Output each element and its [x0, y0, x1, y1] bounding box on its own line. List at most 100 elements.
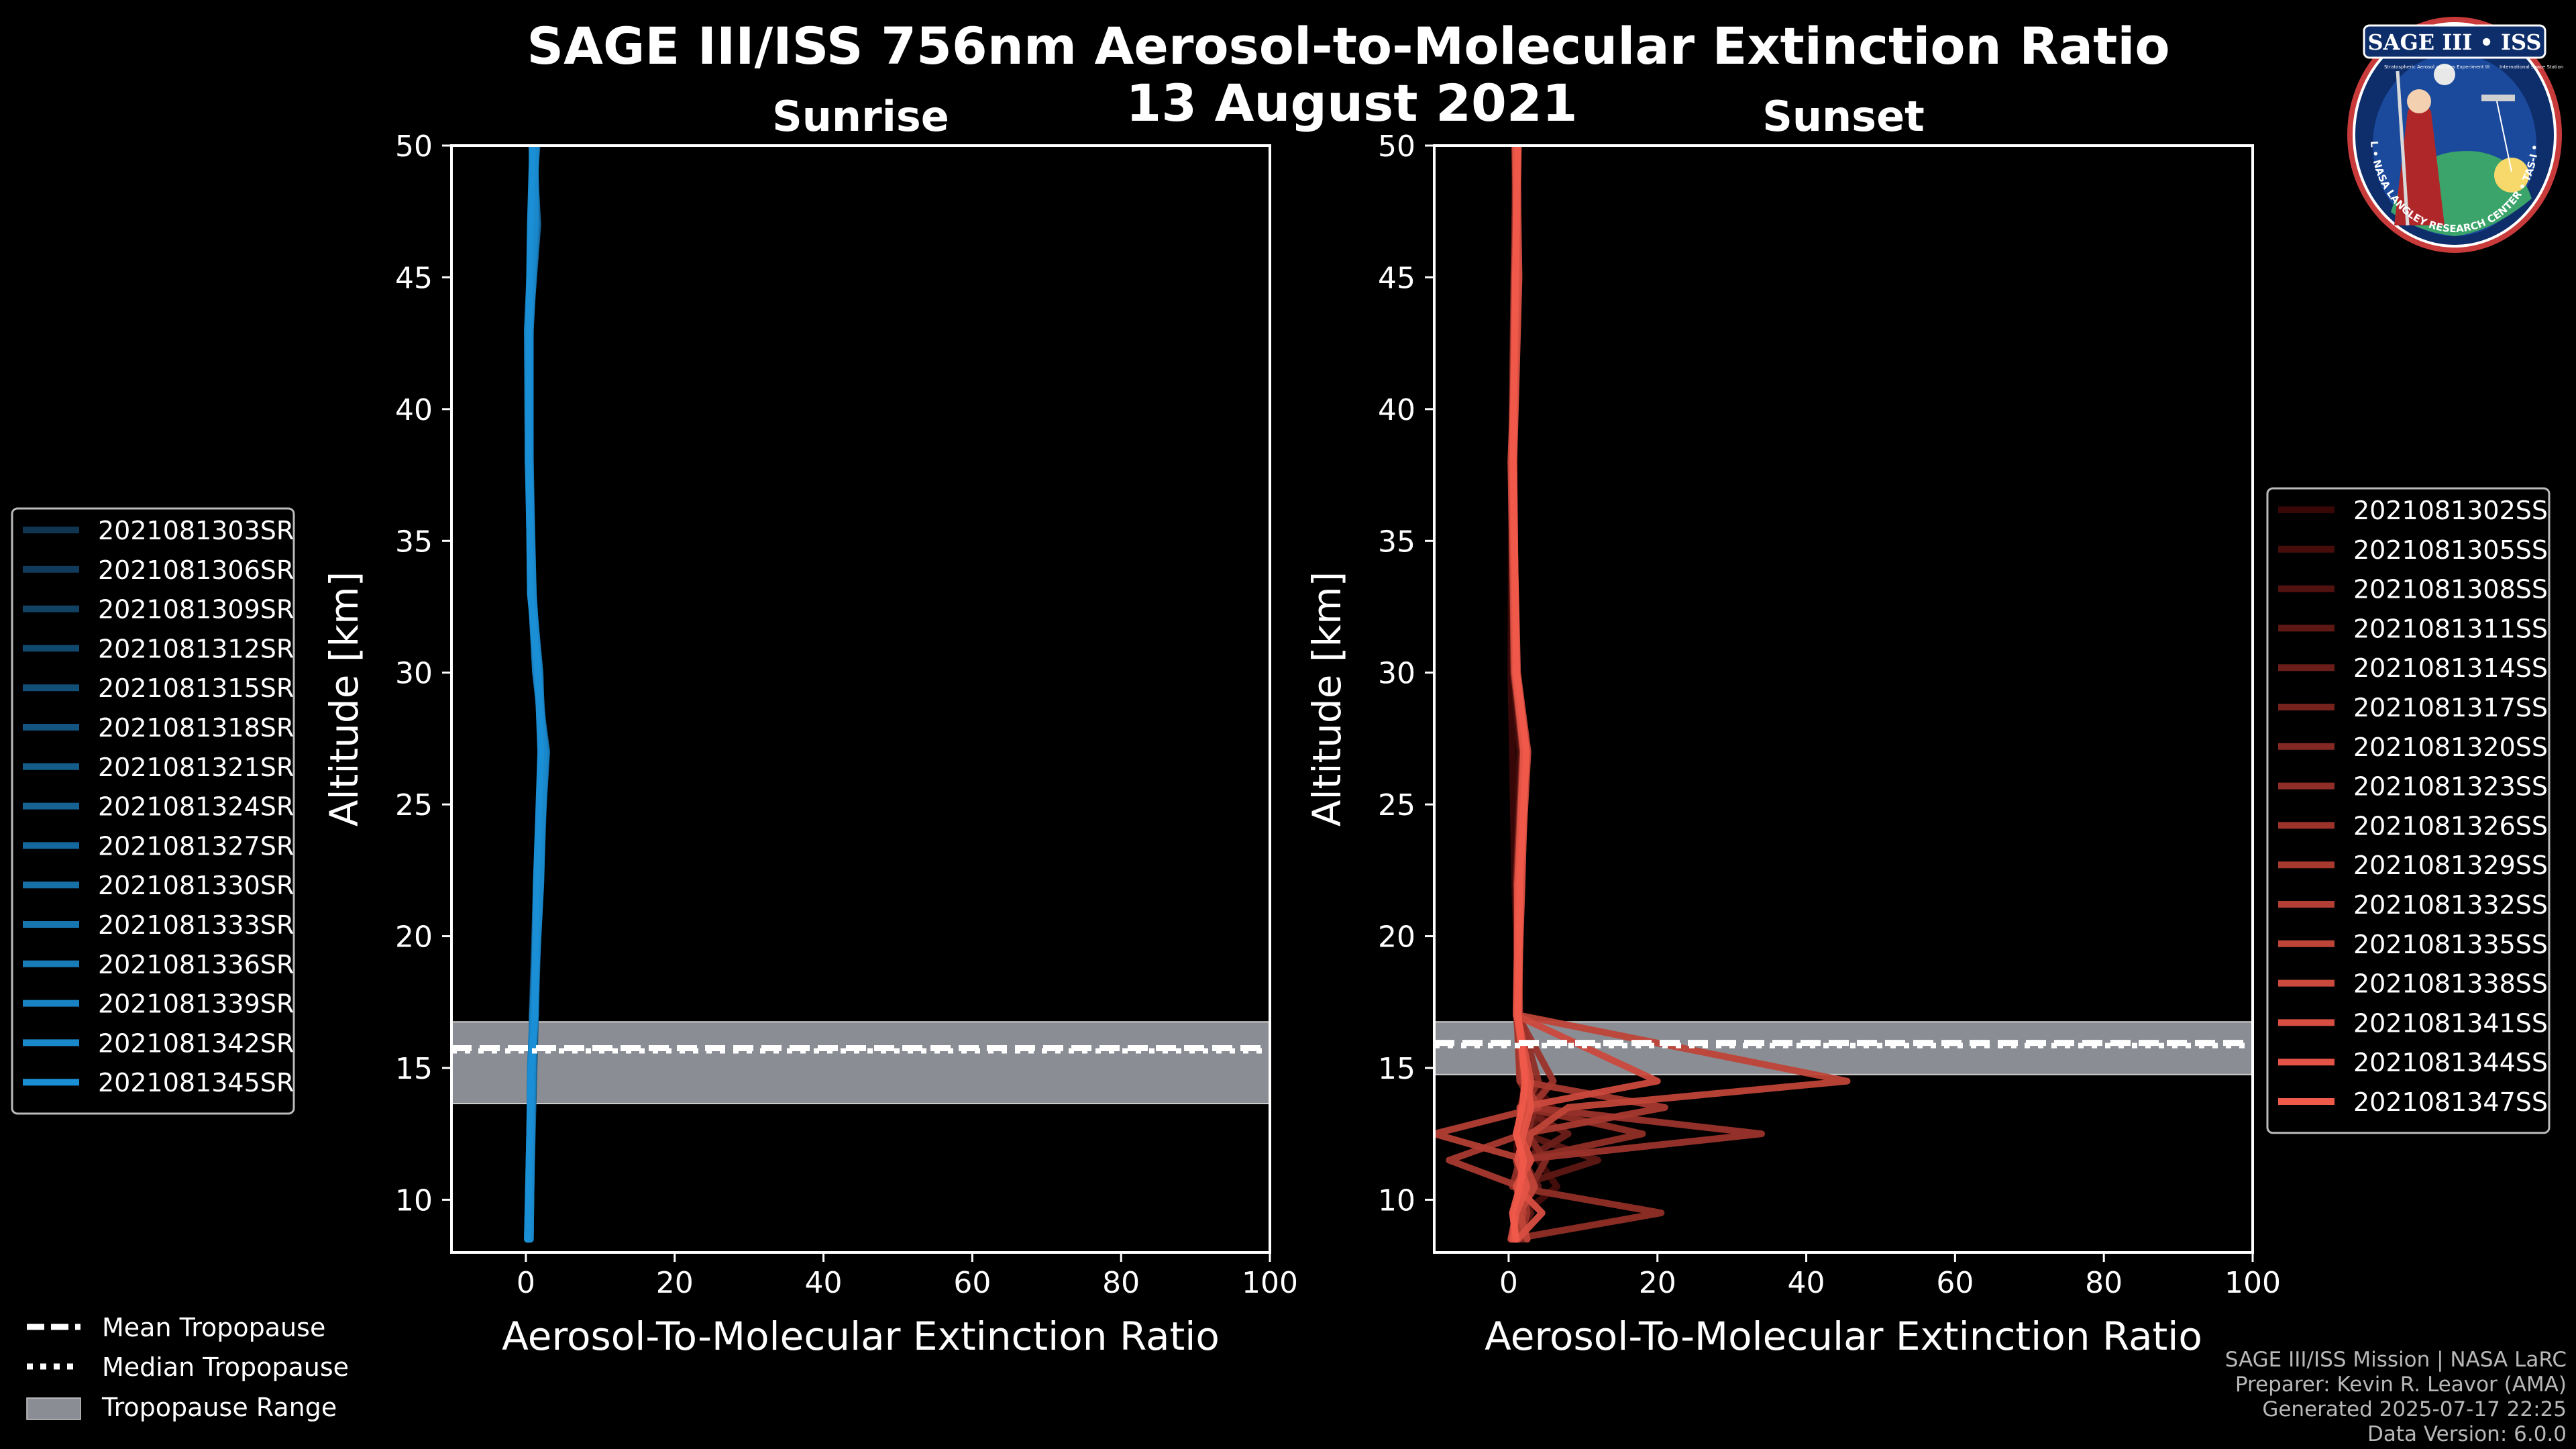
- x-tick-label: 60: [1936, 1266, 1974, 1300]
- x-tick-label: 20: [656, 1266, 694, 1300]
- tropopause-legend: Mean Tropopause Median Tropopause Tropop…: [26, 1313, 349, 1422]
- badge-staff: [2396, 70, 2410, 226]
- y-tick-label: 35: [395, 525, 433, 559]
- y-tick-label: 50: [1378, 129, 1415, 164]
- legend-label-2021081309SR: 2021081309SR: [98, 595, 294, 625]
- tropopause-range-band: [451, 1021, 1271, 1105]
- y-axis-label: Altitude [km]: [321, 572, 367, 826]
- footer-mission: SAGE III/ISS Mission | NASA LaRC: [2225, 1348, 2567, 1372]
- y-tick-label: 40: [1378, 393, 1415, 427]
- badge-figure-head: [2407, 89, 2431, 113]
- legend-label-2021081336SR: 2021081336SR: [98, 950, 294, 979]
- legend-label-2021081305SS: 2021081305SS: [2353, 535, 2548, 565]
- legend-label-2021081333SR: 2021081333SR: [98, 910, 294, 940]
- y-tick-label: 45: [1378, 261, 1415, 295]
- median-tropopause-label: Median Tropopause: [102, 1352, 349, 1382]
- legend-label-2021081323SS: 2021081323SS: [2353, 772, 2548, 802]
- x-tick-label: 40: [805, 1266, 843, 1300]
- y-tick-label: 20: [395, 920, 433, 955]
- plot-frame: [450, 144, 1271, 1254]
- badge-sub-left: Stratospheric Aerosol and Gas Experiment…: [2384, 64, 2489, 70]
- sunset-panel: 0 20 40 60 80 100 10 15 20 25 30 35 40 45 50 Sunset Aero…: [1304, 92, 2281, 1359]
- legend-label-2021081326SS: 2021081326SS: [2353, 811, 2548, 841]
- x-tick-label: 0: [517, 1266, 535, 1300]
- y-tick-label: 15: [395, 1052, 433, 1086]
- series-line-2021081347SS: [1509, 146, 1530, 1243]
- badge-sub-right: International Space Station: [2500, 64, 2563, 70]
- legend-frame: [2266, 487, 2551, 1134]
- badge-name: SAGE III • ISS: [2368, 30, 2542, 55]
- x-tick-label: 100: [2224, 1266, 2281, 1300]
- legend-label-2021081312SR: 2021081312SR: [98, 634, 294, 663]
- y-axis-label: Altitude [km]: [1304, 572, 1350, 826]
- tropopause-range-label: Tropopause Range: [101, 1393, 337, 1422]
- legend-label-2021081317SS: 2021081317SS: [2353, 693, 2548, 722]
- legend-label-2021081320SS: 2021081320SS: [2353, 733, 2548, 762]
- plot-frame: [1433, 144, 2254, 1254]
- x-axis-label: Aerosol-To-Molecular Extinction Ratio: [502, 1313, 1220, 1359]
- legend-label-2021081311SS: 2021081311SS: [2353, 614, 2548, 643]
- legend-label-2021081347SS: 2021081347SS: [2353, 1087, 2548, 1117]
- badge-moon: [2434, 64, 2455, 85]
- x-tick-label: 40: [1788, 1266, 1825, 1300]
- legend-label-2021081339SR: 2021081339SR: [98, 989, 294, 1019]
- figure-date: 13 August 2021: [1126, 73, 1577, 133]
- legend-label-2021081321SR: 2021081321SR: [98, 753, 294, 782]
- y-tick-label: 25: [1378, 788, 1415, 822]
- footer-version: Data Version: 6.0.0: [2367, 1422, 2567, 1446]
- footer-generated: Generated 2025-07-17 22:25: [2262, 1397, 2567, 1421]
- y-tick-label: 20: [1378, 920, 1415, 955]
- legend-label-2021081308SS: 2021081308SS: [2353, 575, 2548, 604]
- y-tick-label: 25: [395, 788, 433, 822]
- legend-label-2021081332SS: 2021081332SS: [2353, 890, 2548, 920]
- legend-label-2021081302SS: 2021081302SS: [2353, 496, 2548, 525]
- series-group: [524, 146, 550, 1243]
- legend-label-2021081318SR: 2021081318SR: [98, 713, 294, 743]
- y-tick-label: 15: [1378, 1052, 1415, 1086]
- x-tick-label: 100: [1242, 1266, 1298, 1300]
- sage-mission-badge: SAGE III • ISS Stratospheric Aerosol and…: [2344, 11, 2563, 253]
- legend-label-2021081315SR: 2021081315SR: [98, 674, 294, 703]
- figure-title: SAGE III/ISS 756nm Aerosol-to-Molecular …: [527, 16, 2169, 76]
- sunrise-panel: 0 20 40 60 80 100 10 15 20 25 30 35 40 45 50 Sunrise Aer…: [321, 92, 1298, 1359]
- y-tick-label: 30: [1378, 657, 1415, 691]
- panel-title: Sunrise: [772, 92, 949, 141]
- panel-title: Sunset: [1762, 92, 1925, 141]
- legend-label-2021081344SS: 2021081344SS: [2353, 1048, 2548, 1077]
- legend-label-2021081330SR: 2021081330SR: [98, 871, 294, 900]
- footer-credits: SAGE III/ISS Mission | NASA LaRC Prepare…: [2225, 1348, 2567, 1446]
- series-line-2021081345SR: [524, 146, 545, 1243]
- tropopause-range-swatch: [26, 1397, 81, 1420]
- x-tick-label: 0: [1499, 1266, 1518, 1300]
- y-tick-label: 10: [395, 1183, 433, 1218]
- sunrise-legend: 2021081303SR 2021081306SR 2021081309SR 2021…: [11, 507, 295, 1115]
- y-tick-label: 30: [395, 657, 433, 691]
- legend-label-2021081324SR: 2021081324SR: [98, 792, 294, 822]
- legend-label-2021081345SR: 2021081345SR: [98, 1068, 294, 1097]
- x-tick-label: 80: [1102, 1266, 1140, 1300]
- y-tick-label: 35: [1378, 525, 1415, 559]
- y-tick-label: 50: [395, 129, 433, 164]
- sunset-legend: 2021081302SS 2021081305SS 2021081308SS 2021…: [2266, 487, 2551, 1134]
- y-tick-label: 45: [395, 261, 433, 295]
- x-tick-label: 60: [953, 1266, 991, 1300]
- x-tick-label: 20: [1639, 1266, 1676, 1300]
- legend-label-2021081327SR: 2021081327SR: [98, 831, 294, 861]
- badge-sun: [2494, 158, 2529, 193]
- x-tick-label: 80: [2085, 1266, 2123, 1300]
- legend-label-2021081329SS: 2021081329SS: [2353, 851, 2548, 880]
- badge-beam: [2496, 101, 2512, 172]
- legend-label-2021081335SS: 2021081335SS: [2353, 930, 2548, 959]
- y-tick-label: 10: [1378, 1183, 1415, 1218]
- mean-tropopause-label: Mean Tropopause: [102, 1313, 325, 1342]
- footer-preparer: Preparer: Kevin R. Leavor (AMA): [2235, 1373, 2567, 1397]
- legend-label-2021081303SR: 2021081303SR: [98, 516, 294, 545]
- badge-iss-icon: [2481, 95, 2515, 101]
- legend-label-2021081306SR: 2021081306SR: [98, 555, 294, 585]
- legend-label-2021081314SS: 2021081314SS: [2353, 653, 2548, 683]
- legend-label-2021081341SS: 2021081341SS: [2353, 1008, 2548, 1038]
- y-tick-label: 40: [395, 393, 433, 427]
- legend-label-2021081338SS: 2021081338SS: [2353, 969, 2548, 999]
